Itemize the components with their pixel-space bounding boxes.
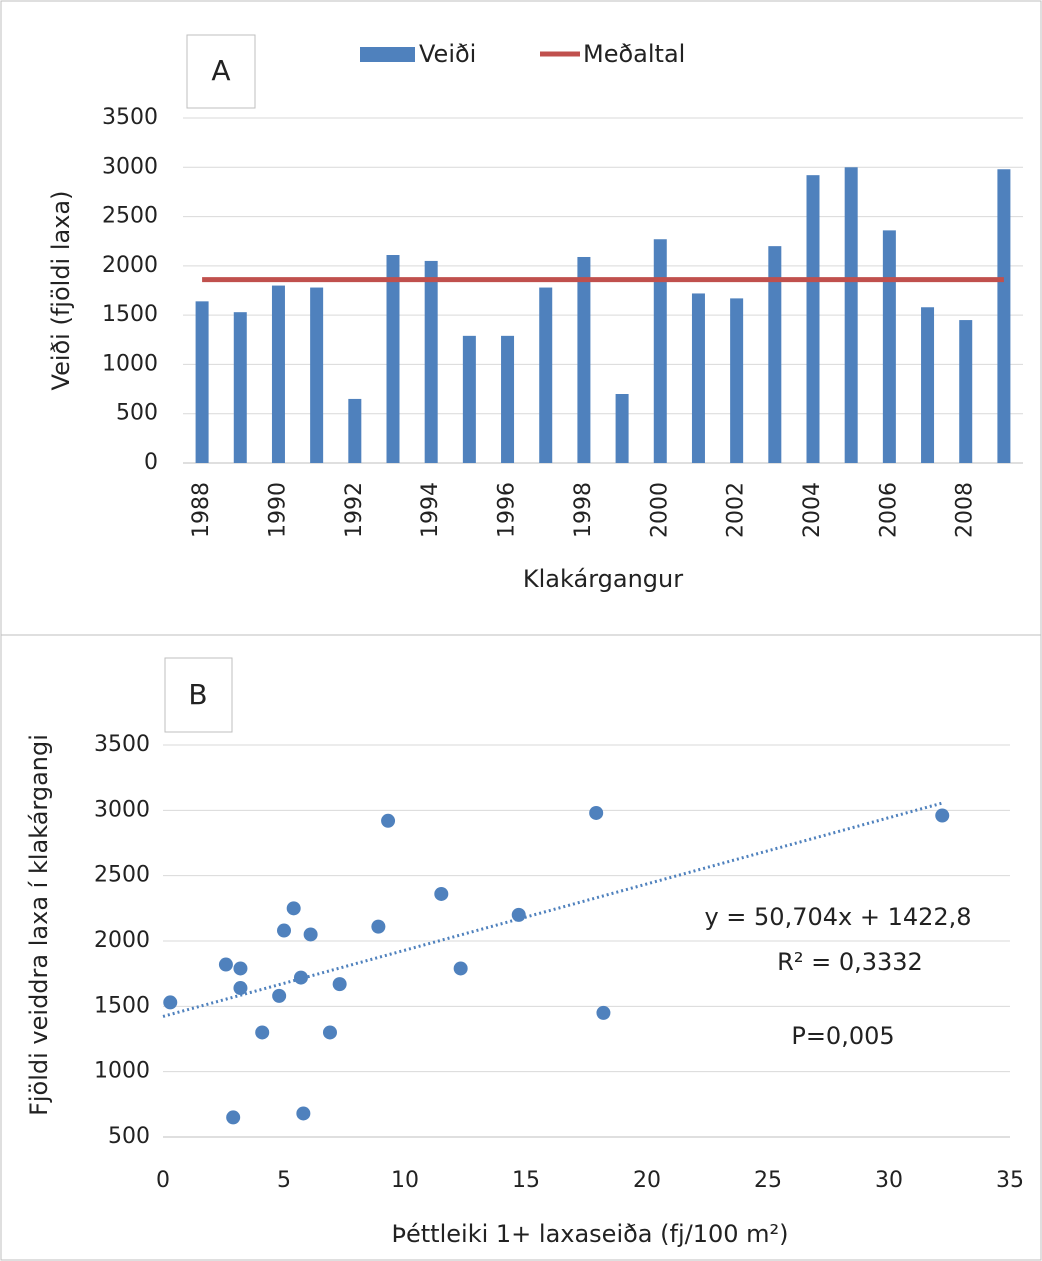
point <box>286 901 301 916</box>
y-tick-label: 2000 <box>102 253 158 278</box>
y-tick-label: 3000 <box>102 154 158 179</box>
point <box>381 813 396 828</box>
bar <box>539 287 553 463</box>
bar <box>997 169 1011 463</box>
point <box>589 805 604 820</box>
point <box>255 1025 270 1040</box>
bar <box>806 175 820 463</box>
y-tick-label: 500 <box>116 401 158 426</box>
point <box>293 970 308 985</box>
x-tick-label: 25 <box>754 1168 782 1193</box>
panel-frame <box>0 634 1042 1261</box>
bar <box>348 398 362 463</box>
x-tick-label: 2008 <box>953 482 978 538</box>
x-tick-label: 5 <box>277 1168 291 1193</box>
y-axis-title: Fjöldi veiddra laxa í klakárgangi <box>25 734 53 1116</box>
panel-label: B <box>188 678 207 711</box>
point <box>163 995 178 1010</box>
panel-frame <box>0 0 1042 636</box>
x-tick-label: 1988 <box>189 482 214 538</box>
x-tick-label: 10 <box>391 1168 419 1193</box>
x-tick-label: 2000 <box>647 482 672 538</box>
annotation: P=0,005 <box>791 1022 894 1050</box>
y-tick-label: 2500 <box>94 863 150 888</box>
x-tick-label: 2002 <box>724 482 749 538</box>
legend-label: Meðaltal <box>583 40 685 68</box>
x-axis-title: Klakárgangur <box>523 565 683 593</box>
x-tick-label: 30 <box>875 1168 903 1193</box>
x-tick-label: 35 <box>996 1168 1024 1193</box>
bar <box>501 335 515 463</box>
point <box>511 907 526 922</box>
x-axis-title: Þéttleiki 1+ laxaseiða (fj/100 m²) <box>391 1220 788 1248</box>
bar <box>271 285 285 463</box>
bar <box>615 394 629 463</box>
x-tick-label: 15 <box>512 1168 540 1193</box>
point <box>322 1025 337 1040</box>
legend-swatch <box>360 47 415 62</box>
bar <box>310 287 324 463</box>
legend-label: Veiði <box>419 40 476 68</box>
annotation: R² = 0,3332 <box>777 948 923 976</box>
bar <box>882 230 896 463</box>
x-tick-label: 1996 <box>495 482 520 538</box>
point <box>277 923 291 938</box>
bar <box>959 320 973 463</box>
x-tick-label: 20 <box>633 1168 661 1193</box>
y-tick-label: 1500 <box>94 993 150 1018</box>
x-tick-label: 2006 <box>876 482 901 538</box>
panel-label: A <box>211 54 230 87</box>
y-tick-label: 1000 <box>102 351 158 376</box>
y-tick-label: 1000 <box>94 1059 150 1084</box>
bar <box>730 298 744 463</box>
x-tick-label: 2004 <box>800 482 825 538</box>
point <box>596 1005 611 1020</box>
bar <box>424 260 438 463</box>
y-tick-label: 1500 <box>102 302 158 327</box>
bar <box>691 293 705 463</box>
y-tick-label: 3500 <box>102 105 158 130</box>
y-tick-label: 0 <box>144 450 158 475</box>
x-tick-label: 1994 <box>418 482 443 538</box>
y-axis-title: Veiði (fjöldi laxa) <box>47 191 75 391</box>
panel-label-box <box>164 657 233 733</box>
point <box>296 1106 311 1121</box>
bar <box>195 301 209 463</box>
point <box>303 927 318 942</box>
y-tick-label: 2000 <box>94 928 150 953</box>
point <box>935 808 950 823</box>
y-tick-label: 3000 <box>94 797 150 822</box>
bar <box>386 255 400 463</box>
point <box>233 981 248 996</box>
bar <box>462 335 476 463</box>
point <box>434 886 449 901</box>
bar <box>233 312 247 463</box>
bar <box>921 307 935 463</box>
point <box>453 961 468 976</box>
y-tick-label: 2500 <box>102 204 158 229</box>
panel-label-box <box>186 34 256 109</box>
point <box>332 977 347 992</box>
bar <box>844 167 858 464</box>
x-tick-label: 1992 <box>342 482 367 538</box>
x-tick-label: 1990 <box>265 482 290 538</box>
y-tick-label: 500 <box>108 1124 150 1149</box>
bar <box>653 239 667 463</box>
point <box>233 961 248 976</box>
point <box>226 1110 241 1125</box>
point <box>218 957 233 972</box>
bar <box>577 256 591 463</box>
point <box>371 919 386 934</box>
bar <box>768 246 782 463</box>
y-tick-label: 3500 <box>94 732 150 757</box>
x-tick-label: 0 <box>156 1168 170 1193</box>
x-tick-label: 1998 <box>571 482 596 538</box>
point <box>272 988 287 1003</box>
trend-equation: y = 50,704x + 1422,8 <box>704 903 971 931</box>
